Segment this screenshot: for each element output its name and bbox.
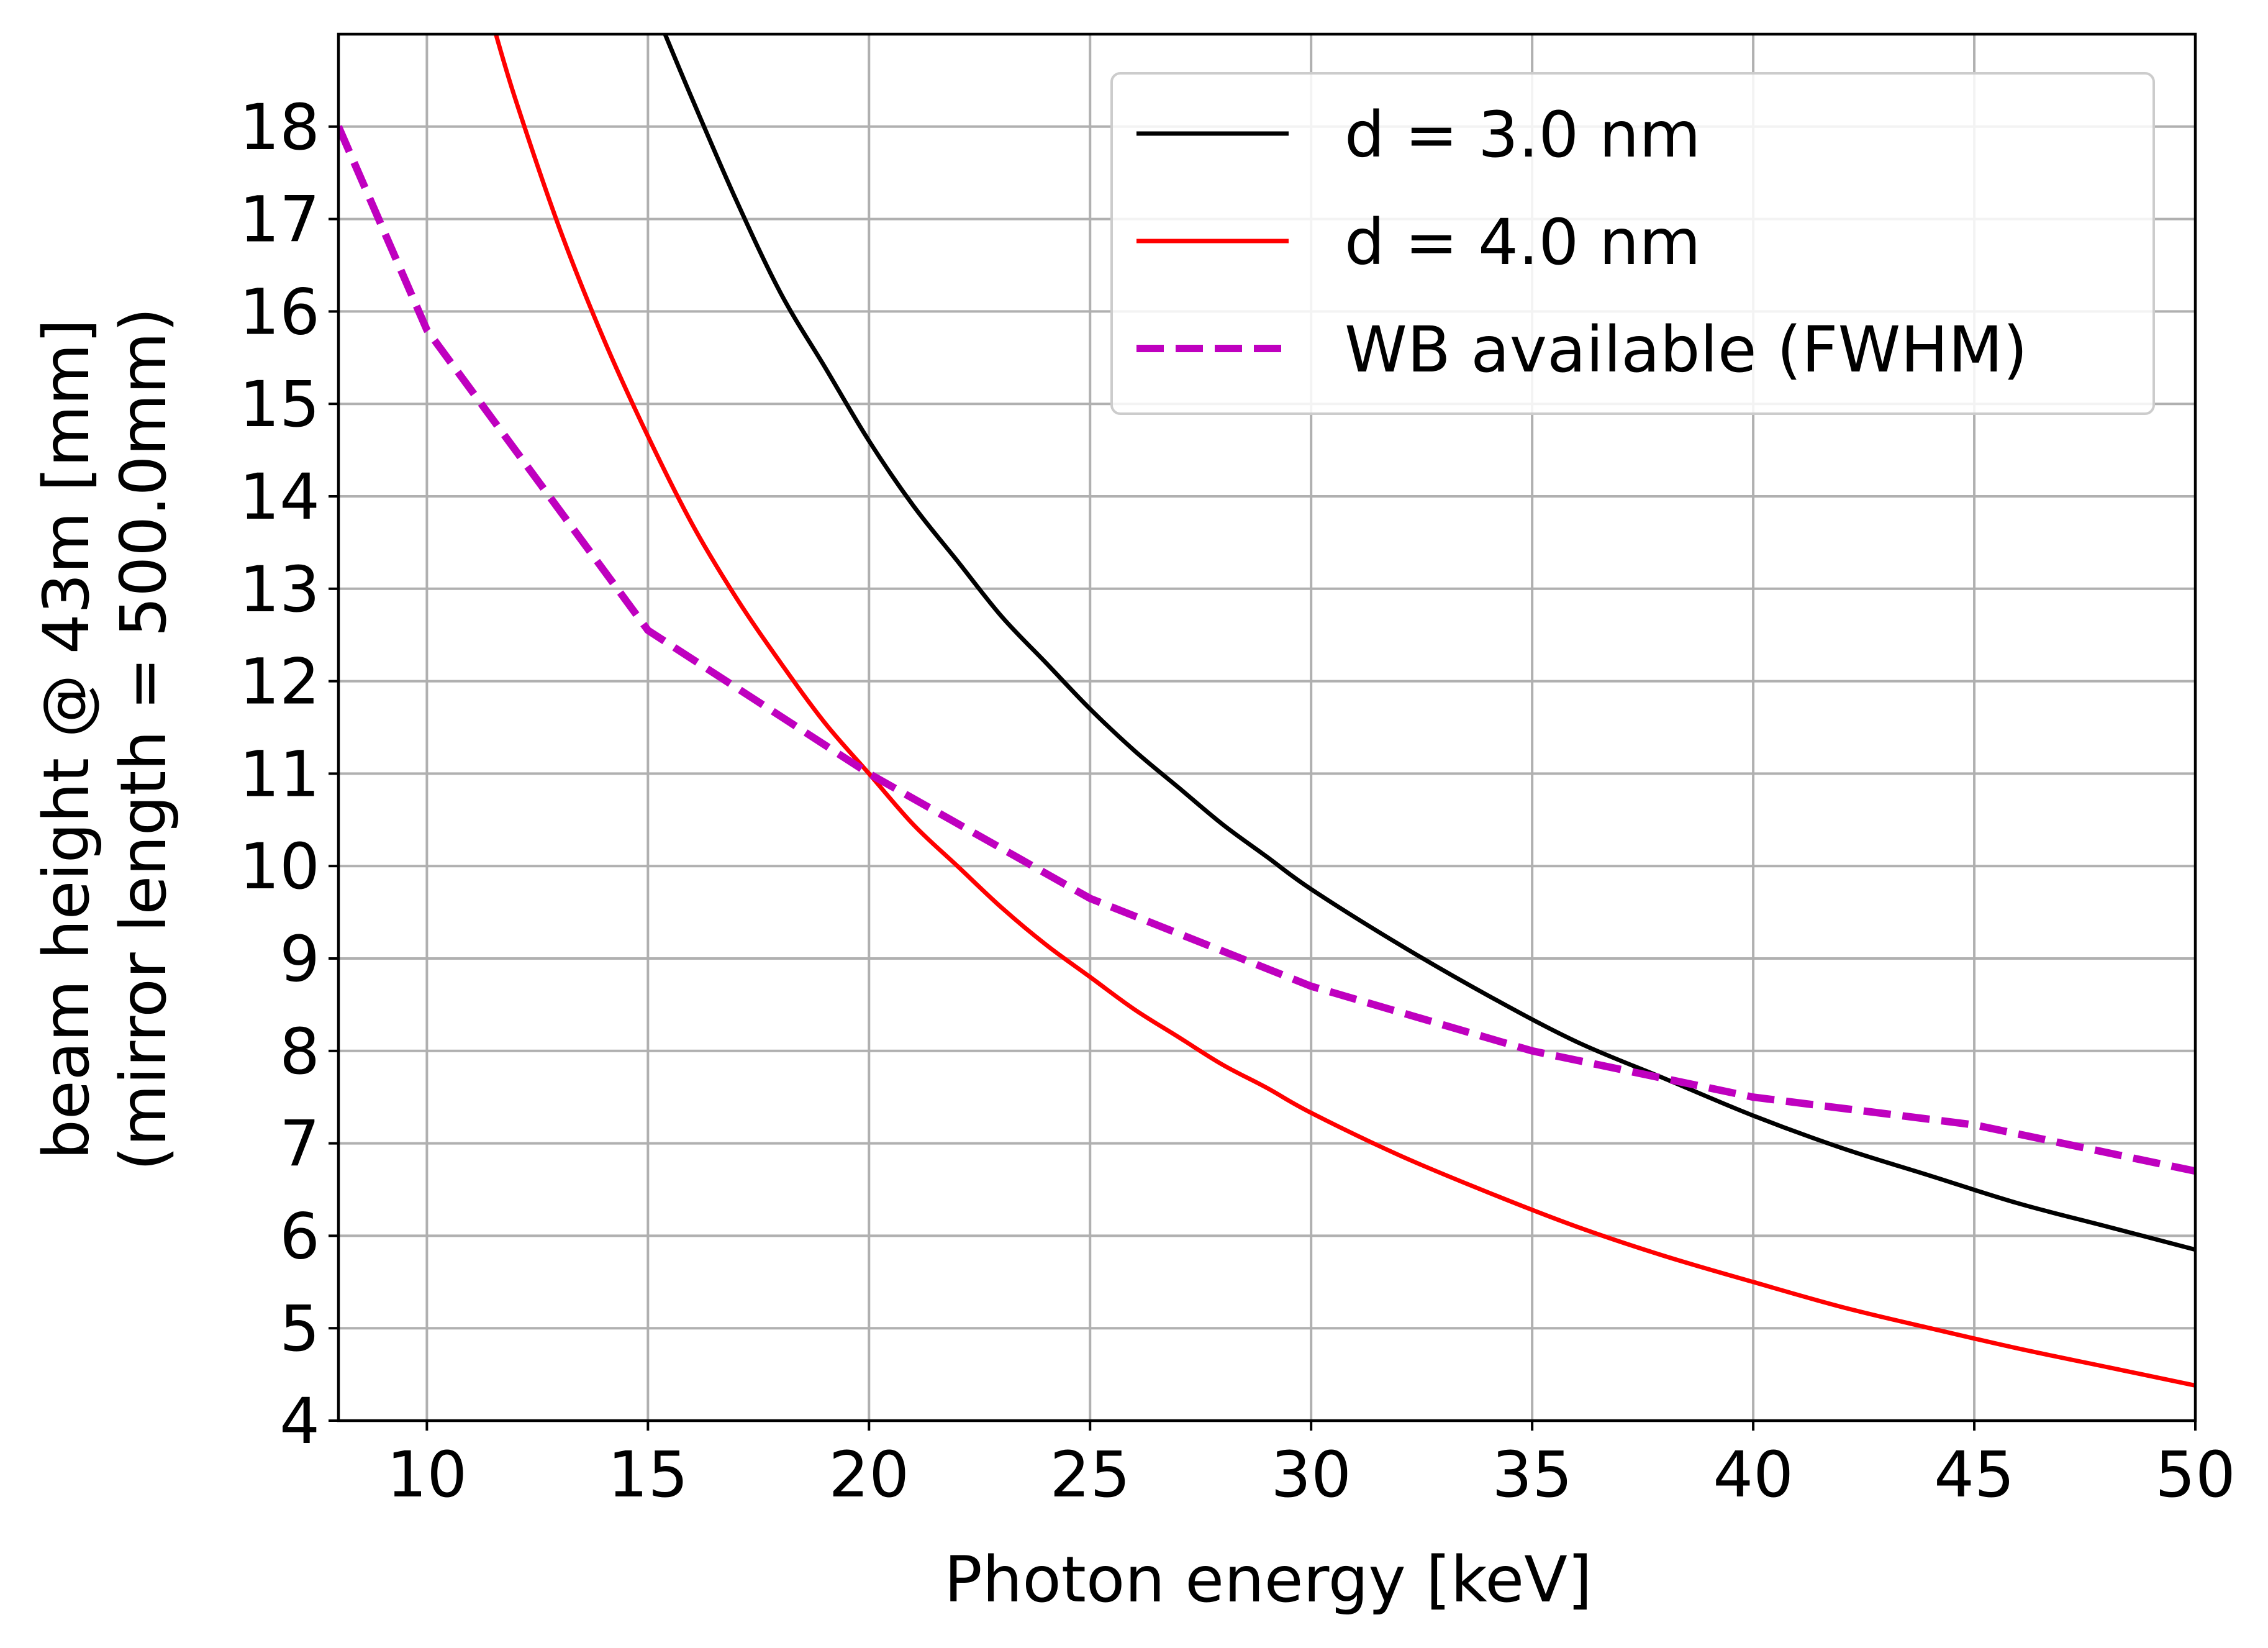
x-axis-ticks: 10 15 20 25 30 35 40 45 50 [386, 1421, 2236, 1512]
y-tick-label: 15 [239, 368, 320, 442]
legend-label-d4: d = 4.0 nm [1345, 206, 1701, 280]
y-tick-label: 16 [239, 275, 320, 349]
x-tick-label: 45 [1934, 1438, 2015, 1512]
y-axis-label-line-2: (mirror length = 500.0mm) [107, 307, 181, 1171]
y-tick-label: 11 [239, 737, 320, 811]
x-tick-label: 30 [1271, 1438, 1351, 1512]
x-tick-label: 10 [386, 1438, 467, 1512]
x-tick-label: 20 [828, 1438, 909, 1512]
y-axis-ticks: 4 5 6 7 8 9 10 11 12 13 14 15 16 17 18 [239, 91, 338, 1459]
y-tick-label: 9 [279, 922, 320, 996]
plot-frame [337, 32, 2197, 1423]
series-d-4-0nm-line [493, 34, 2195, 1388]
series-d-3-0nm-line [663, 34, 2195, 1252]
plot-series [338, 34, 2195, 1388]
legend-box [1110, 72, 2155, 415]
y-tick-label: 4 [279, 1385, 320, 1459]
legend: d = 3.0 nm d = 4.0 nm WB available (FWHM… [1110, 72, 2155, 415]
y-tick-label: 10 [239, 830, 320, 904]
x-tick-label: 15 [607, 1438, 688, 1512]
x-tick-label: 40 [1713, 1438, 1794, 1512]
legend-label-d3: d = 3.0 nm [1345, 98, 1701, 172]
y-axis-label-line-1: beam height @ 43m [mm] [30, 319, 104, 1160]
y-tick-label: 17 [239, 183, 320, 257]
y-tick-label: 7 [279, 1108, 320, 1181]
x-tick-label: 50 [2155, 1438, 2236, 1512]
legend-label-wb: WB available (FWHM) [1345, 313, 2028, 387]
x-axis-label: Photon energy [keV] [944, 1543, 1592, 1617]
y-tick-label: 12 [239, 645, 320, 719]
y-tick-label: 8 [279, 1015, 320, 1089]
y-tick-label: 5 [279, 1292, 320, 1366]
y-tick-label: 18 [239, 91, 320, 165]
y-tick-label: 6 [279, 1200, 320, 1273]
x-tick-label: 35 [1492, 1438, 1572, 1512]
y-tick-label: 13 [239, 553, 320, 627]
y-tick-label: 14 [239, 460, 320, 534]
series-wb-available-line [338, 125, 2195, 1175]
x-tick-label: 25 [1050, 1438, 1130, 1512]
